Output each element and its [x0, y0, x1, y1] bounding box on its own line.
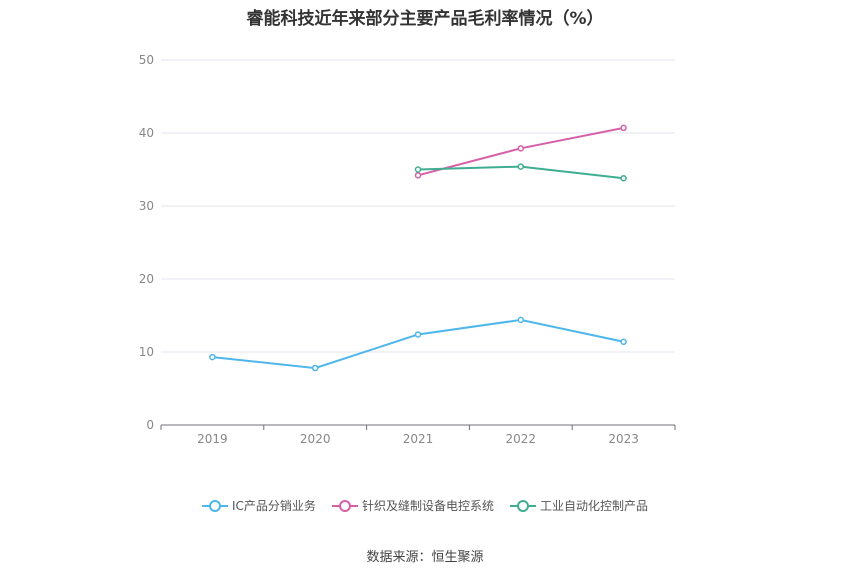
chart-title: 睿能科技近年来部分主要产品毛利率情况（%）	[246, 9, 604, 29]
data-point[interactable]	[620, 338, 627, 346]
data-point[interactable]	[517, 163, 525, 170]
data-point[interactable]	[517, 145, 525, 152]
y-tick-label: 20	[139, 272, 154, 286]
grid-layer	[161, 59, 675, 353]
legend-label: 针织及缝制设备电控系统	[361, 499, 494, 513]
legend-swatch	[331, 499, 358, 512]
legend-label: 工业自动化控制产品	[539, 499, 648, 513]
data-point[interactable]	[414, 331, 422, 338]
data-point[interactable]	[414, 166, 422, 173]
series-1	[414, 124, 627, 179]
data-point[interactable]	[620, 175, 627, 182]
data-point[interactable]	[620, 124, 627, 132]
legend-swatch	[509, 499, 536, 512]
series-layer	[209, 124, 627, 372]
x-tick-label: 2023	[608, 432, 639, 446]
legend-label: IC产品分销业务	[232, 499, 316, 513]
series-0	[209, 316, 627, 372]
y-tick-label: 10	[139, 345, 154, 359]
data-point[interactable]	[414, 172, 422, 179]
data-source: 数据来源：恒生聚源	[366, 550, 484, 565]
legend-item-1[interactable]: 针织及缝制设备电控系统	[331, 497, 494, 514]
x-tick-label: 2019	[197, 432, 228, 446]
y-tick-label: 0	[146, 418, 154, 432]
x-tick-label: 2020	[300, 432, 331, 446]
series-line	[212, 318, 624, 370]
legend-item-2[interactable]: 工业自动化控制产品	[509, 497, 648, 514]
y-tick-label: 30	[139, 199, 154, 213]
legend: IC产品分销业务 针织及缝制设备电控系统 工业自动化控制产品	[0, 497, 850, 514]
data-point[interactable]	[209, 353, 216, 361]
legend-swatch	[202, 499, 229, 512]
series-2	[414, 163, 627, 182]
y-tick-label: 40	[139, 126, 154, 140]
x-tick-label: 2021	[403, 432, 434, 446]
x-tick-label: 2022	[506, 432, 537, 446]
y-tick-label: 50	[139, 53, 154, 67]
axis-layer: 0 10 20 30 40 50 2019 2020 2021 2022 2023	[139, 53, 676, 446]
legend-item-0[interactable]: IC产品分销业务	[202, 497, 316, 514]
data-point[interactable]	[517, 316, 525, 324]
data-point[interactable]	[311, 364, 319, 372]
